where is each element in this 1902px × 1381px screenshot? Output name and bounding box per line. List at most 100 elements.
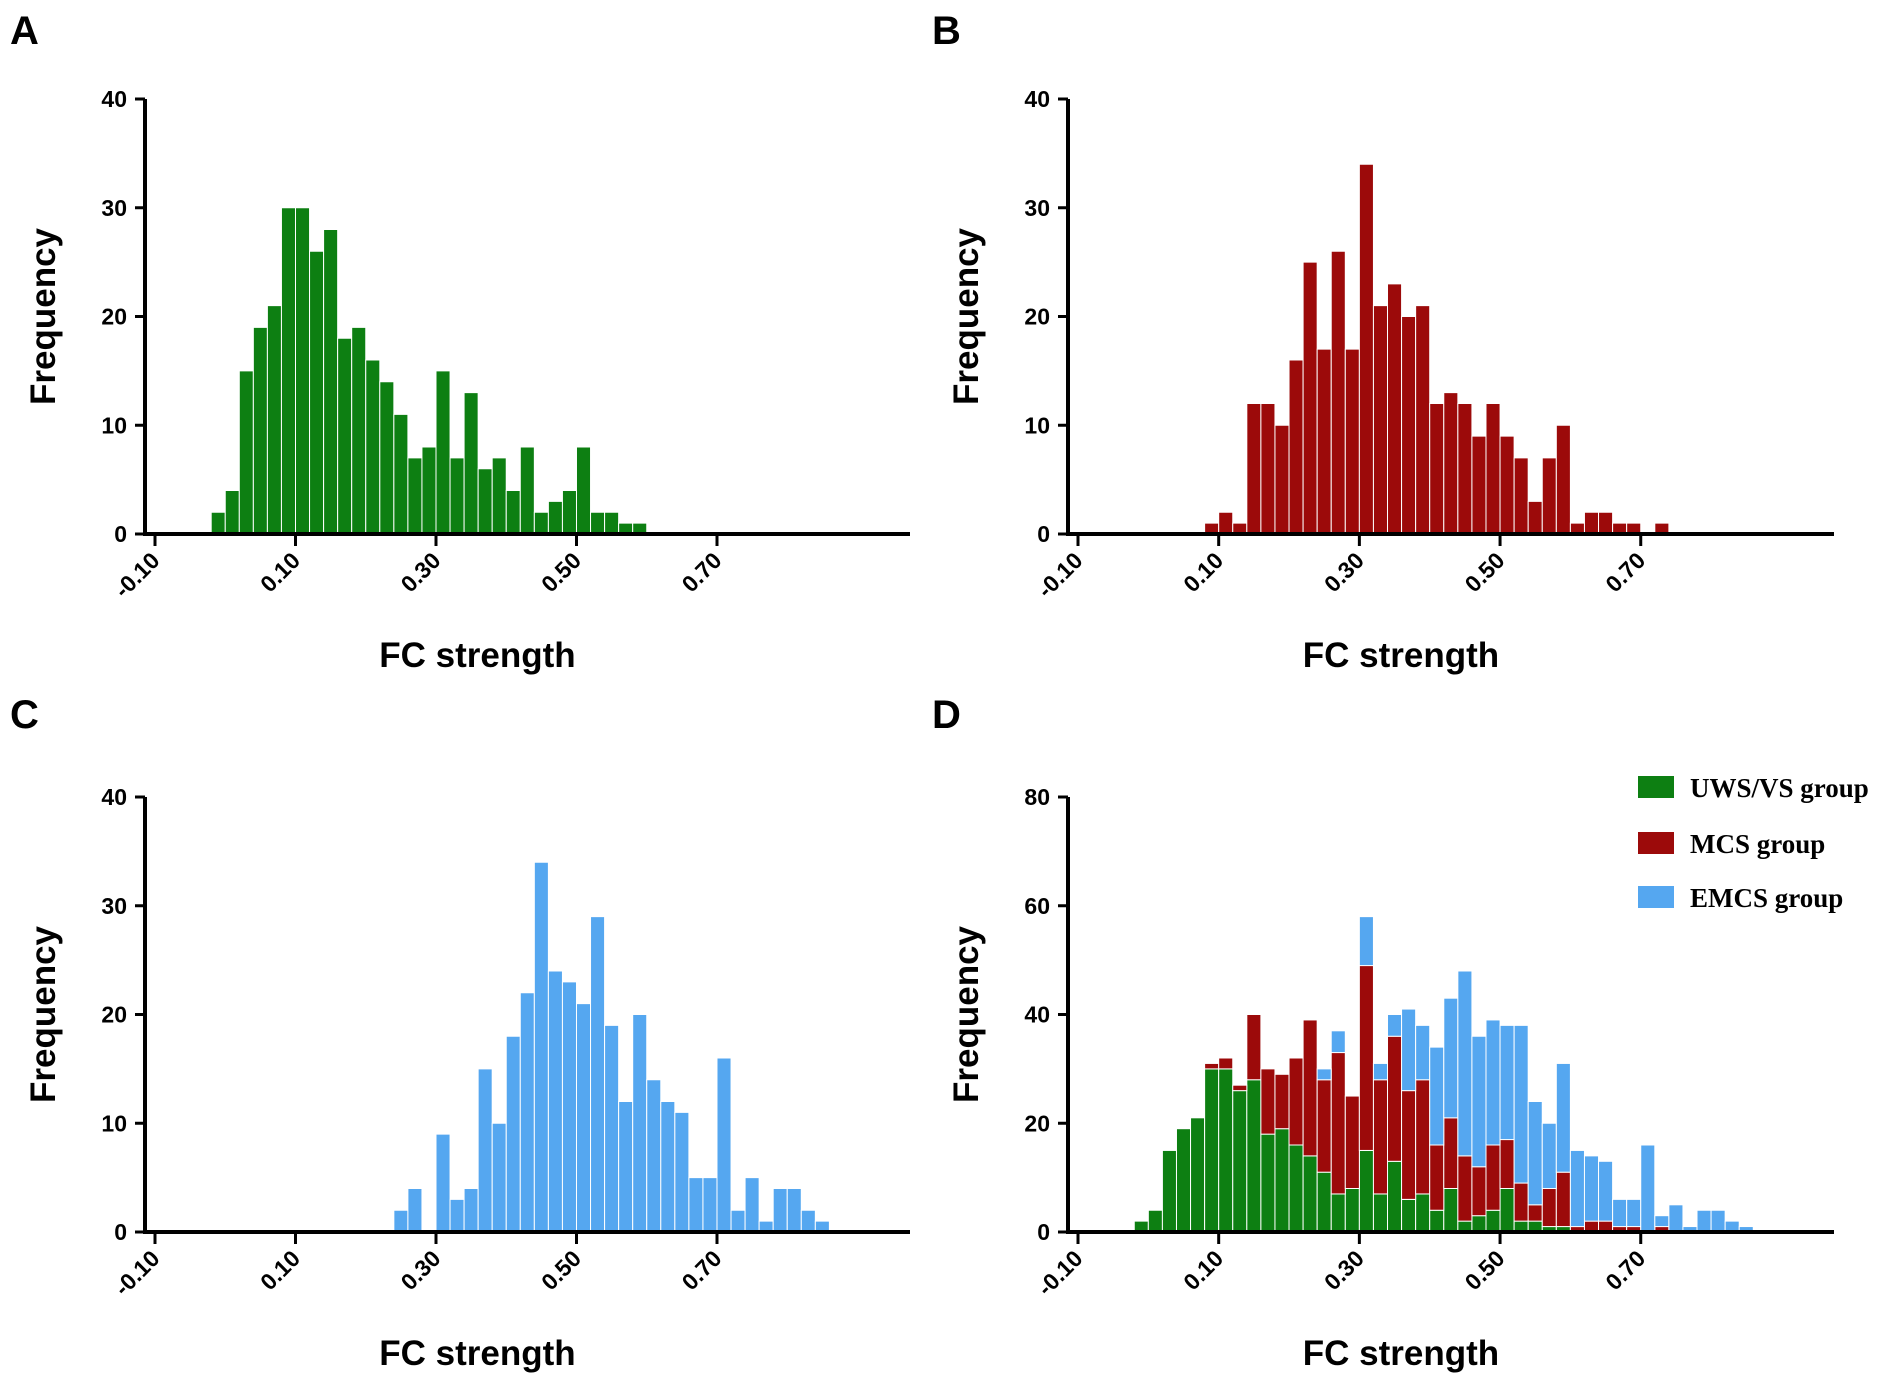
bar-emcs [660, 1101, 676, 1233]
y-axis-title: Frequency [947, 925, 986, 1103]
bar-mcs [1527, 500, 1543, 535]
y-tick-label: 40 [1024, 1002, 1050, 1028]
bars [210, 207, 648, 535]
x-tick-label: -0.10 [1032, 1245, 1087, 1300]
bar-uws [449, 457, 465, 535]
bar-uws [1302, 1155, 1318, 1233]
bar-uws [280, 207, 297, 535]
bar-mcs [1401, 1090, 1417, 1200]
bar-emcs [772, 1188, 788, 1233]
y-axis-title: Frequency [24, 925, 63, 1103]
bar-mcs [1429, 1144, 1445, 1211]
bar-uws [407, 457, 423, 535]
bar-emcs [547, 970, 563, 1233]
bar-uws [337, 337, 353, 535]
bar-mcs [1555, 1171, 1571, 1228]
bar-uws [1415, 1193, 1431, 1233]
bar-emcs [646, 1079, 662, 1233]
x-tick-label: 0.30 [395, 547, 445, 597]
bar-mcs [1330, 1052, 1346, 1195]
x-tick-label: 0.50 [536, 1245, 586, 1295]
bar-mcs [1457, 403, 1473, 535]
bar-mcs [1274, 424, 1290, 535]
x-tick-label: 0.10 [1178, 1245, 1228, 1295]
bar-mcs [1288, 1057, 1304, 1146]
bar-emcs [393, 1209, 409, 1233]
bar-mcs [1485, 403, 1501, 535]
bar-emcs [1358, 916, 1374, 967]
bar-uws [590, 511, 606, 535]
bar-uws [604, 511, 620, 535]
bar-emcs [533, 861, 549, 1233]
bar-uws [1204, 1068, 1220, 1233]
bar-emcs [1583, 1155, 1600, 1222]
bar-uws [266, 305, 282, 535]
bar-uws [1429, 1209, 1445, 1233]
x-tick-label: 0.30 [395, 1245, 445, 1295]
x-tick-label: 0.10 [1178, 547, 1228, 597]
bar-emcs [702, 1177, 718, 1233]
bar-mcs [1471, 435, 1487, 535]
bar-mcs [1330, 250, 1346, 535]
bar-uws [224, 490, 240, 535]
bar-mcs [1457, 1155, 1473, 1222]
bar-mcs [1443, 1117, 1459, 1190]
legend: UWS/VS group MCS group EMCS group [1638, 773, 1869, 913]
bar-uws [365, 359, 381, 535]
legend-label-mcs: MCS group [1690, 829, 1825, 859]
legend-label-uws: UWS/VS group [1690, 773, 1869, 803]
y-axis-title: Frequency [947, 227, 986, 405]
bar-mcs [1499, 1139, 1515, 1190]
bar-uws [421, 446, 437, 535]
x-axis-title: FC strength [379, 636, 575, 675]
bar-uws [210, 511, 226, 535]
panel-label: A [10, 9, 39, 53]
panel-a: A 0 10 20 30 40 -0.10 0.10 0.30 0.50 0.70 FC streng… [10, 9, 910, 675]
x-tick-label: 0.30 [1319, 1245, 1369, 1295]
x-axis-title: FC strength [379, 1334, 575, 1373]
bar-emcs [1316, 1068, 1332, 1081]
bar-emcs [1569, 1149, 1585, 1228]
bar-uws [1218, 1068, 1234, 1233]
bar-mcs [1232, 1084, 1248, 1092]
panel-c: C 0 10 20 30 40 -0.10 0.10 0.30 0.50 0.70 FC streng… [10, 693, 910, 1373]
bar-emcs [1401, 1008, 1417, 1092]
bar-mcs [1415, 305, 1431, 535]
bar-mcs [1274, 1073, 1290, 1130]
bar-emcs [1485, 1019, 1501, 1146]
bar-uws [519, 446, 535, 535]
bar-mcs [1260, 403, 1276, 535]
bar-mcs [1598, 511, 1614, 535]
bar-mcs [1401, 316, 1417, 535]
bar-emcs [519, 992, 535, 1233]
bar-mcs [1541, 1188, 1557, 1228]
bar-emcs [575, 1003, 592, 1233]
y-tick-label: 20 [1024, 1110, 1050, 1136]
bar-emcs [1612, 1198, 1628, 1228]
x-axis-title: FC strength [1303, 636, 1499, 675]
bar-emcs [505, 1035, 521, 1233]
bar-emcs [1499, 1024, 1515, 1141]
panel-b: B 0 10 20 30 40 -0.10 0.10 0.30 0.50 0.70 FC streng… [932, 9, 1834, 675]
bar-uws [1471, 1215, 1487, 1233]
bar-mcs [1358, 163, 1374, 535]
bar-emcs [604, 1024, 620, 1233]
bar-uws [295, 207, 311, 535]
bar-mcs [1316, 348, 1332, 535]
panel-d: D 0 20 40 60 80 -0.10 0.10 0.30 0.50 0.70 FC streng… [932, 693, 1869, 1373]
bar-mcs [1372, 305, 1389, 535]
bar-mcs [1372, 1079, 1389, 1195]
bar-uws [1232, 1090, 1248, 1233]
bar-emcs [1387, 1014, 1403, 1037]
bar-mcs [1387, 283, 1403, 535]
bar-uws [1147, 1209, 1163, 1233]
bar-mcs [1527, 1204, 1543, 1222]
bar-emcs [491, 1122, 507, 1233]
y-tick-label: 40 [1024, 86, 1050, 112]
bar-mcs [1260, 1068, 1276, 1135]
bar-emcs [449, 1198, 465, 1233]
bar-emcs [1457, 970, 1473, 1157]
bar-uws [1358, 1149, 1374, 1233]
bar-emcs [1668, 1204, 1684, 1233]
